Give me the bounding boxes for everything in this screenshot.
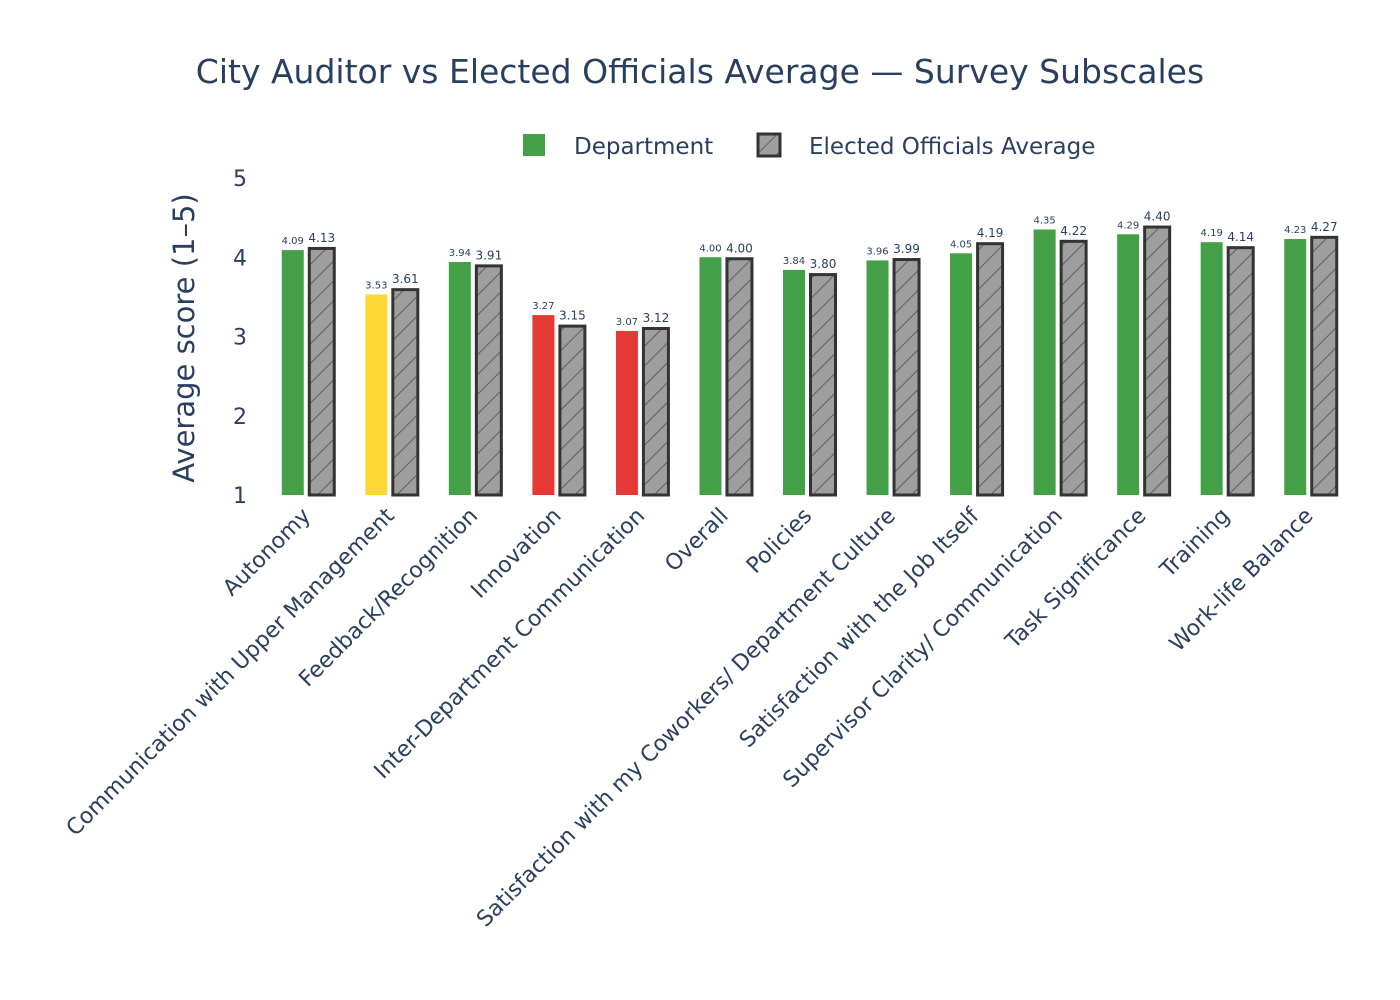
x-tick-label-work-life-balance: Work-life Balance [1165, 504, 1318, 657]
bar-elected-officials-average-policies [809, 273, 837, 497]
legend-swatch-department [523, 134, 545, 156]
chart-title: City Auditor vs Elected Officials Averag… [196, 52, 1204, 91]
bars [281, 225, 1339, 497]
data-label-elected-officials-average-training: 4.14 [1227, 230, 1254, 244]
bar-elected-officials-average-satisfaction-with-my-coworkers-department-culture [892, 258, 921, 497]
data-labels: 4.09 4.13 3.53 3.61 3.94 3.91 3.27 3.15 3.07 3.12… [282, 210, 1338, 328]
bar-department-innovation [532, 315, 555, 495]
data-label-department-task-significance: 4.29 [1117, 220, 1139, 231]
data-label-department-autonomy: 4.09 [282, 236, 304, 247]
data-label-elected-officials-average-autonomy: 4.13 [308, 231, 335, 245]
data-label-elected-officials-average-inter-department-communication: 3.12 [643, 311, 670, 325]
data-label-department-work-life-balance: 4.23 [1284, 225, 1306, 236]
data-label-elected-officials-average-supervisor-clarity-communication: 4.22 [1060, 224, 1087, 238]
y-tick-label: 1 [233, 484, 247, 509]
data-label-elected-officials-average-overall: 4.00 [726, 241, 753, 255]
x-tick-label-overall: Overall [660, 504, 733, 577]
y-axis-ticks: 1 2 3 4 5 [233, 167, 247, 509]
bar-elected-officials-average-work-life-balance [1310, 235, 1339, 497]
data-label-elected-officials-average-work-life-balance: 4.27 [1311, 220, 1338, 234]
bar-elected-officials-average-inter-department-communication [641, 326, 670, 497]
data-label-elected-officials-average-satisfaction-with-the-job-itself: 4.19 [977, 226, 1004, 240]
legend: Department Elected Officials Average [523, 132, 1095, 160]
x-tick-label-communication-with-upper-management: Communication with Upper Management [62, 503, 400, 841]
bar-elected-officials-average-satisfaction-with-the-job-itself [976, 242, 1005, 497]
bar-department-communication-with-upper-management [365, 294, 388, 495]
bar-elected-officials-average-autonomy [307, 246, 336, 497]
bar-elected-officials-average-feedback-recognition [474, 264, 503, 497]
data-label-elected-officials-average-policies: 3.80 [810, 257, 837, 271]
x-tick-label-task-significance: Task Significance [1000, 504, 1151, 655]
data-label-elected-officials-average-task-significance: 4.40 [1144, 210, 1171, 224]
legend-swatch-elected-officials-average [756, 132, 782, 158]
bar-department-work-life-balance [1284, 239, 1307, 495]
bar-elected-officials-average-supervisor-clarity-communication [1059, 239, 1088, 497]
y-tick-label: 4 [233, 246, 247, 271]
data-label-department-communication-with-upper-management: 3.53 [365, 280, 387, 291]
x-tick-label-training: Training [1155, 504, 1235, 584]
bar-department-supervisor-clarity-communication [1033, 229, 1056, 495]
bar-elected-officials-average-innovation [558, 324, 587, 497]
bar-department-satisfaction-with-the-job-itself [950, 253, 973, 495]
bar-elected-officials-average-training [1226, 246, 1255, 497]
y-axis-label: Average score (1–5) [167, 193, 201, 482]
bar-department-satisfaction-with-my-coworkers-department-culture [866, 260, 889, 495]
data-label-department-overall: 4.00 [699, 243, 721, 254]
bar-department-autonomy [281, 250, 304, 495]
data-label-elected-officials-average-innovation: 3.15 [559, 309, 586, 323]
data-label-department-supervisor-clarity-communication: 4.35 [1033, 216, 1055, 227]
bar-department-task-significance [1117, 234, 1140, 495]
data-label-department-satisfaction-with-my-coworkers-department-culture: 3.96 [866, 246, 888, 257]
data-label-department-feedback-recognition: 3.94 [449, 248, 471, 259]
data-label-department-inter-department-communication: 3.07 [616, 317, 638, 328]
bar-department-feedback-recognition [448, 262, 471, 495]
bar-elected-officials-average-task-significance [1143, 225, 1172, 497]
data-label-department-innovation: 3.27 [532, 301, 554, 312]
legend-label-department: Department [574, 134, 713, 160]
bar-department-policies [783, 269, 805, 495]
y-tick-label: 2 [233, 405, 247, 430]
x-tick-label-policies: Policies [742, 504, 817, 579]
y-tick-label: 3 [233, 326, 247, 351]
data-label-department-training: 4.19 [1201, 228, 1223, 239]
y-tick-label: 5 [233, 167, 247, 192]
bar-department-inter-department-communication [615, 330, 638, 495]
data-label-department-satisfaction-with-the-job-itself: 4.05 [950, 239, 972, 250]
data-label-department-policies: 3.84 [783, 256, 805, 267]
data-label-elected-officials-average-feedback-recognition: 3.91 [475, 248, 502, 262]
legend-label-elected-officials-average: Elected Officials Average [809, 134, 1095, 160]
bar-department-overall [699, 257, 722, 495]
bar-elected-officials-average-communication-with-upper-management [391, 288, 420, 497]
data-label-elected-officials-average-satisfaction-with-my-coworkers-department-culture: 3.99 [893, 242, 920, 256]
data-label-elected-officials-average-communication-with-upper-management: 3.61 [392, 272, 419, 286]
bar-department-training [1200, 242, 1223, 495]
bar-elected-officials-average-overall [725, 257, 754, 497]
